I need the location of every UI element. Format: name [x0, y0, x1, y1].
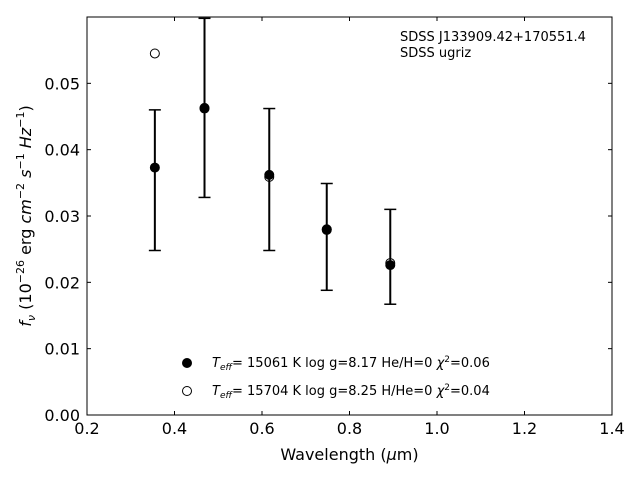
- x-tick-label: 0.4: [162, 419, 187, 438]
- x-tick-label: 1.2: [512, 419, 537, 438]
- legend: Teff= 15061 K log g=8.17 He/H=0 χ2=0.06 …: [182, 355, 490, 401]
- model-point-open: [199, 103, 210, 114]
- y-tick-label: 0.02: [44, 273, 80, 292]
- legend-marker-filled: [182, 358, 192, 368]
- legend-marker-open: [182, 386, 192, 396]
- y-tick-label: 0.01: [44, 340, 80, 359]
- filters-annotation: SDSS ugriz: [400, 46, 471, 61]
- x-tick-label: 0.6: [249, 419, 274, 438]
- model-point-open: [385, 258, 396, 269]
- x-tick-label: 1.0: [424, 419, 449, 438]
- x-axis-label: Wavelength (μm): [280, 445, 418, 464]
- model-point-filled: [149, 162, 160, 173]
- y-axis: 0.00 0.01 0.02 0.03 0.04 0.05: [44, 74, 612, 425]
- y-tick-label: 0.03: [44, 207, 80, 226]
- y-tick-label: 0.04: [44, 141, 80, 160]
- y-tick-label: 0.05: [44, 74, 80, 93]
- object-name-annotation: SDSS J133909.42+170551.4: [400, 30, 586, 45]
- model-point-filled: [385, 260, 396, 271]
- y-tick-label: 0.00: [44, 406, 80, 425]
- model-point-filled: [264, 169, 275, 180]
- model-point-open: [149, 48, 160, 59]
- x-tick-label: 1.4: [599, 419, 624, 438]
- legend-label-1: Teff= 15061 K log g=8.17 He/H=0 χ2=0.06: [212, 355, 490, 373]
- y-axis-label: fν (10−26 erg cm−2 s−1 Hz−1): [14, 105, 38, 326]
- x-tick-label: 0.8: [337, 419, 362, 438]
- legend-label-2: Teff= 15704 K log g=8.25 H/He=0 χ2=0.04: [212, 383, 490, 401]
- plot-area: [86, 16, 613, 416]
- model-point-open: [264, 171, 275, 182]
- x-tick-label: 0.2: [74, 419, 99, 438]
- x-axis: 0.2 0.4 0.6 0.8 1.0 1.2 1.4: [74, 17, 625, 438]
- model-point-open: [321, 224, 332, 235]
- data-points: [149, 48, 396, 271]
